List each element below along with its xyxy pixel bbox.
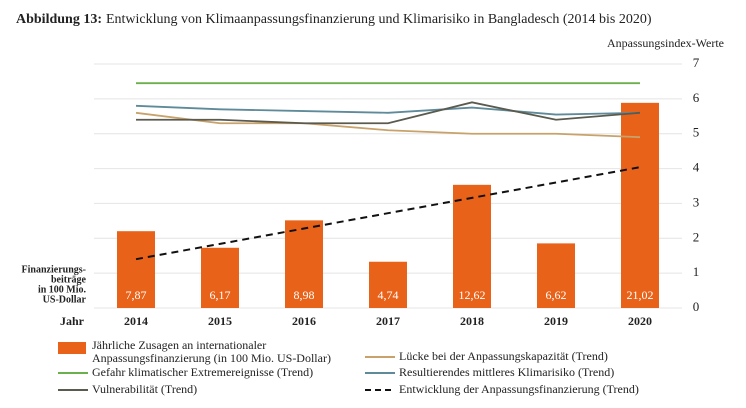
x-tick-label: 2019 <box>544 314 568 328</box>
y2-axis-label: in 100 Mio. <box>38 284 87 295</box>
x-tick-label: 2017 <box>376 314 400 328</box>
value-label: 7,87 <box>126 288 147 302</box>
legend-label: Lücke bei der Anpassungskapazität (Trend… <box>399 349 608 363</box>
value-label: 6,17 <box>210 288 231 302</box>
bar <box>537 243 575 308</box>
y-tick-label: 6 <box>693 90 700 105</box>
value-label: 6,62 <box>546 288 567 302</box>
x-axis-label: Jahr <box>60 314 85 328</box>
y2-axis-label: beiträge <box>51 274 87 285</box>
value-label: 21,02 <box>627 288 654 302</box>
legend-label: Resultierendes mittleres Klimarisiko (Tr… <box>399 365 614 379</box>
bar <box>369 261 407 308</box>
bar <box>621 102 659 308</box>
chart-title: Entwicklung von Klimaanpassungsfinanzier… <box>106 12 652 27</box>
y-axis-label: Anpassungsindex-Werte <box>607 36 724 50</box>
y-tick-label: 2 <box>693 229 700 244</box>
line-series <box>135 166 641 261</box>
x-tick-label: 2018 <box>460 314 484 328</box>
value-label: 8,98 <box>294 288 315 302</box>
y-tick-label: 7 <box>693 55 700 70</box>
y-tick-label: 0 <box>693 299 700 314</box>
legend-label: Entwicklung der Anpassungsfinanzierung (… <box>399 382 639 396</box>
y2-axis-label: Finanzierungs- <box>22 264 86 275</box>
x-tick-label: 2014 <box>124 314 148 328</box>
y-tick-label: 5 <box>693 125 700 140</box>
bar <box>201 247 239 308</box>
chart-title-prefix: Abbildung 13: <box>16 12 102 27</box>
y-tick-label: 3 <box>693 194 700 209</box>
bar <box>453 184 491 308</box>
legend-label: Gefahr klimatischer Extremereignisse (Tr… <box>92 365 313 379</box>
value-label: 12,62 <box>459 288 486 302</box>
x-tick-label: 2015 <box>208 314 232 328</box>
legend-swatch <box>58 342 86 354</box>
legend-entry: Jährliche Zusagen an internationaler Anp… <box>92 339 331 365</box>
bar <box>285 220 323 308</box>
x-tick-label: 2020 <box>628 314 652 328</box>
value-label: 4,74 <box>378 288 399 302</box>
line-series <box>135 104 641 116</box>
bar <box>117 231 155 308</box>
x-tick-label: 2016 <box>292 314 316 328</box>
y2-axis-label: US-Dollar <box>43 294 87 305</box>
line-series <box>136 101 641 125</box>
legend-label: Vulnerabilität (Trend) <box>92 382 197 396</box>
y-tick-label: 4 <box>693 160 700 175</box>
legend-label: Jährliche Zusagen an internationaler Anp… <box>92 339 331 365</box>
y-tick-label: 1 <box>693 264 700 279</box>
line-series <box>135 111 641 139</box>
